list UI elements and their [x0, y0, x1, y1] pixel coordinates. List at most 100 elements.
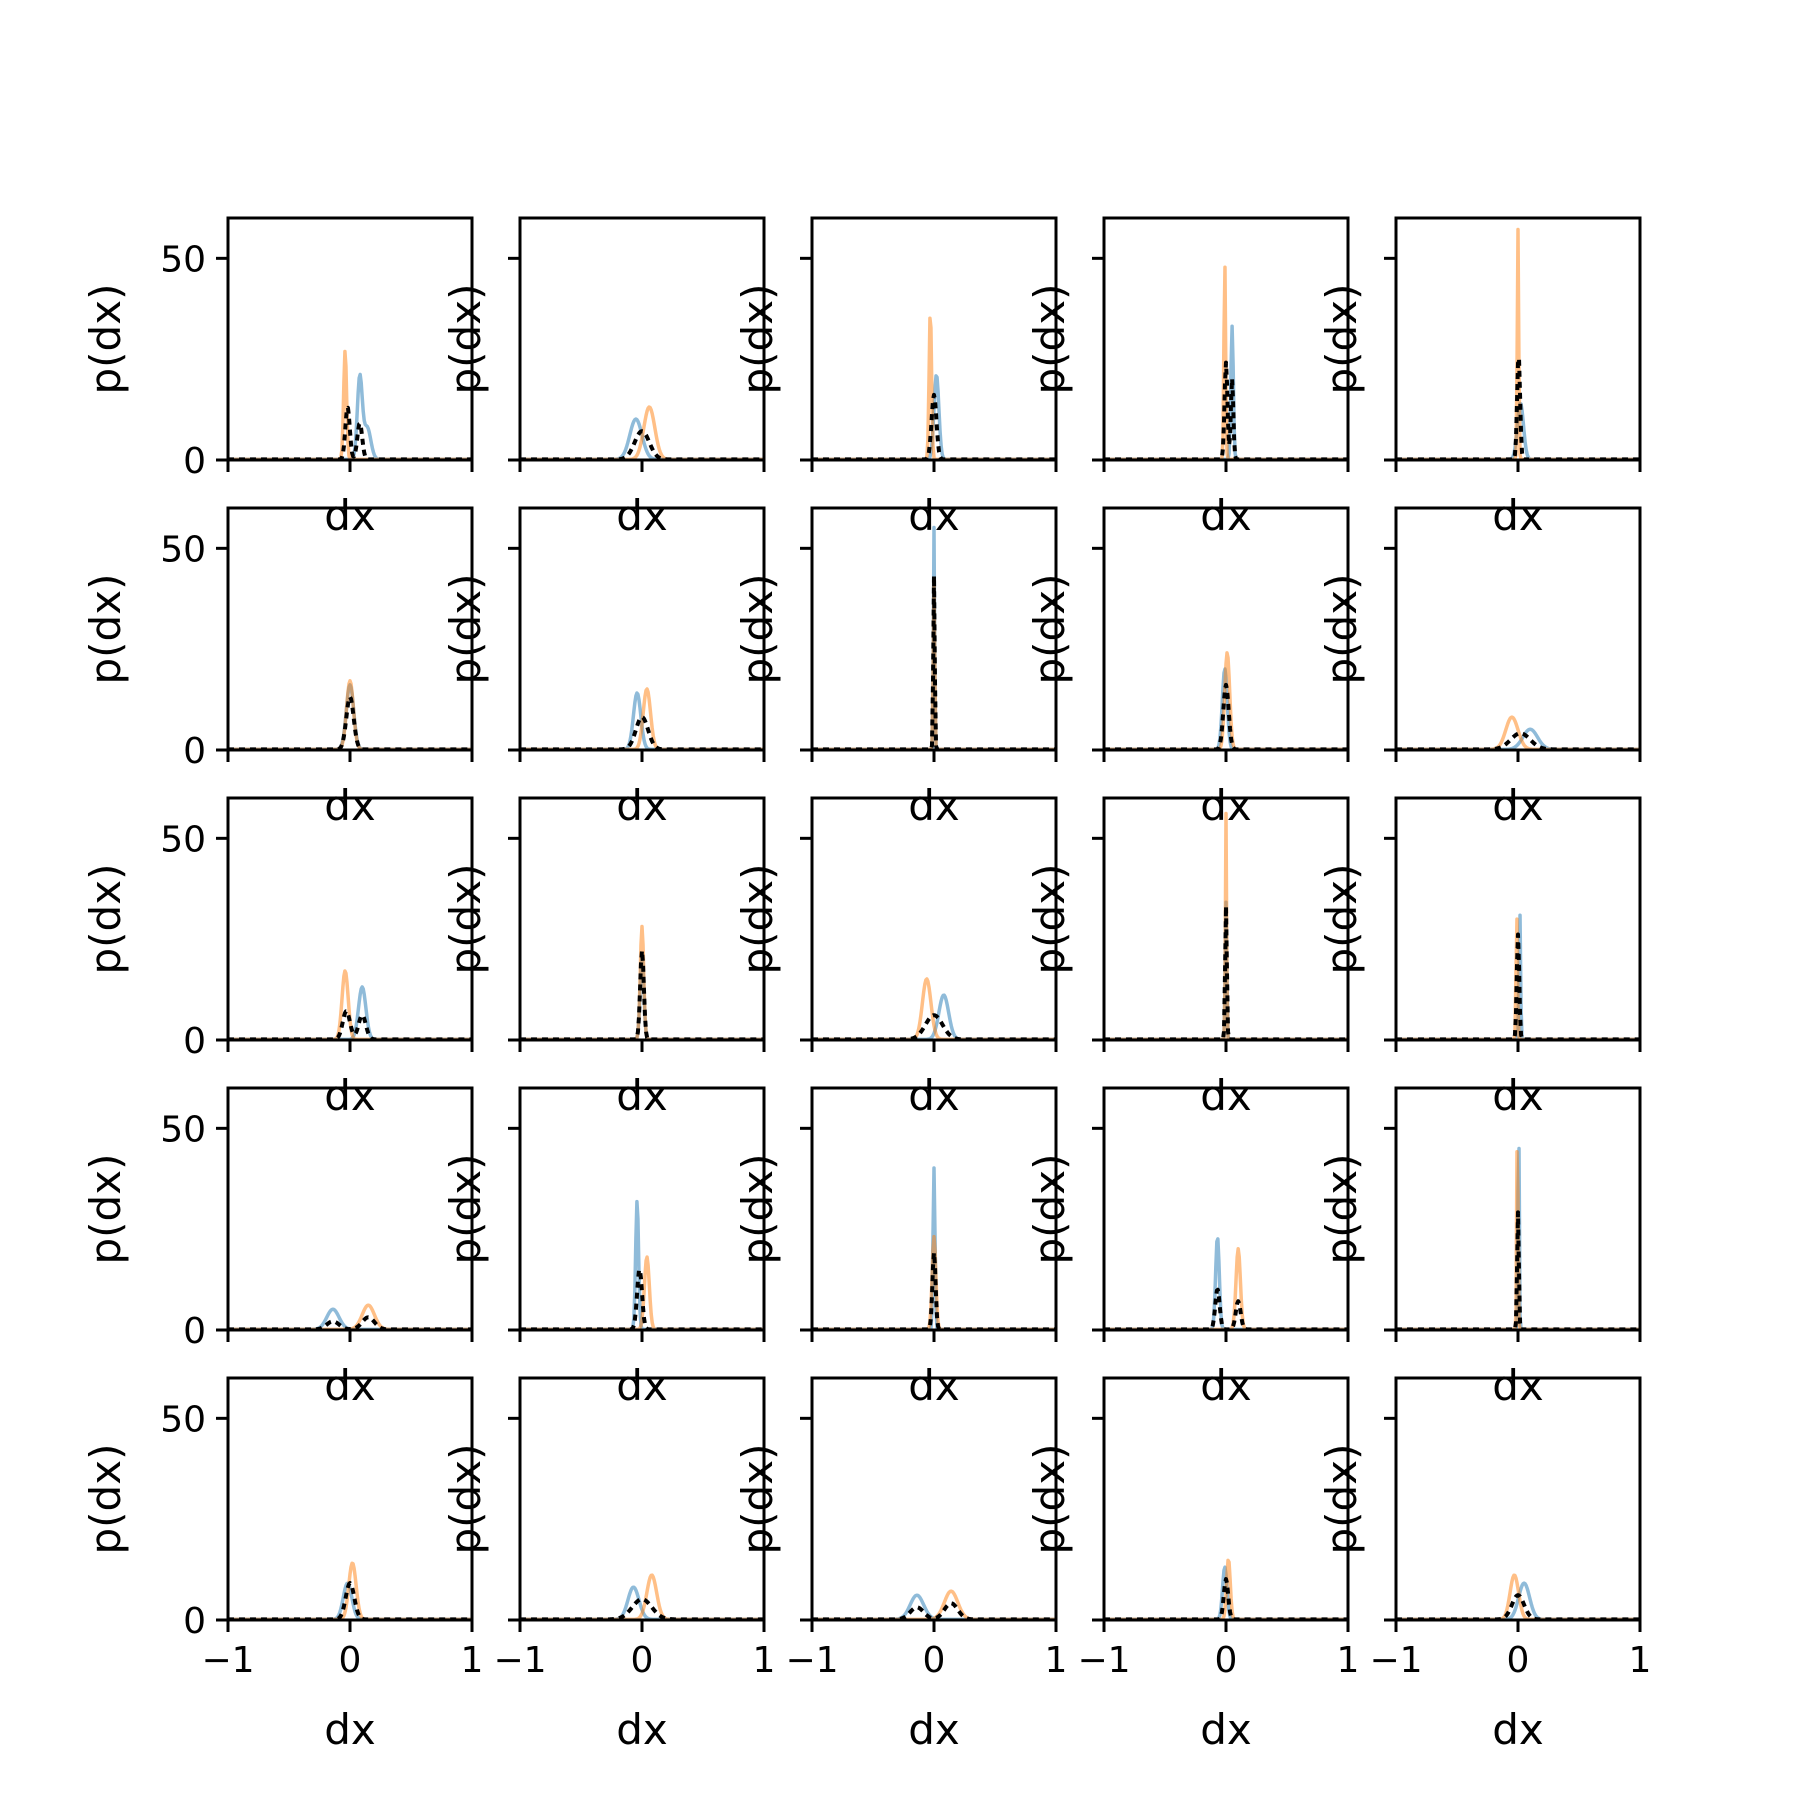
subplot-r5-c5: −1 0 1 dx p(dx) — [1317, 1376, 1652, 1754]
black-dashed-series-line — [1103, 682, 1349, 752]
x-axis-label: dx — [908, 1361, 960, 1410]
black-dashed-series-line — [811, 392, 1057, 462]
y-tick-label: 50 — [160, 239, 206, 280]
x-axis-label: dx — [616, 1071, 668, 1120]
x-tick-label: −1 — [1077, 1640, 1130, 1681]
x-axis-label: dx — [1200, 1071, 1252, 1120]
subplot-r1-c5: dx p(dx) — [1317, 216, 1642, 540]
black-dashed-series-line — [1395, 1593, 1641, 1622]
y-axis-label: p(dx) — [1317, 1444, 1366, 1555]
y-tick-label: 50 — [160, 1399, 206, 1440]
y-axis-label: p(dx) — [1025, 1154, 1074, 1265]
x-tick-label: 1 — [461, 1640, 484, 1681]
y-axis-label: p(dx) — [1025, 1444, 1074, 1555]
y-tick-label: 0 — [183, 441, 206, 482]
y-axis-label: p(dx) — [733, 1154, 782, 1265]
x-axis-label: dx — [324, 1071, 376, 1120]
x-axis-label: dx — [1492, 1361, 1544, 1410]
y-axis-label: p(dx) — [81, 1444, 130, 1555]
y-tick-label: 0 — [183, 1311, 206, 1352]
x-axis-label: dx — [1492, 781, 1544, 830]
y-tick-label: 0 — [183, 1601, 206, 1642]
x-tick-label: −1 — [1369, 1640, 1422, 1681]
x-tick-label: 0 — [631, 1640, 654, 1681]
y-axis-label: p(dx) — [1317, 864, 1366, 975]
x-axis-label: dx — [1492, 491, 1544, 540]
y-axis-label: p(dx) — [1317, 284, 1366, 395]
subplot-r3-c4: dx p(dx) — [1025, 796, 1350, 1120]
black-dashed-series-line — [1103, 360, 1349, 462]
y-axis-label: p(dx) — [441, 1444, 490, 1555]
x-axis-label: dx — [1492, 1705, 1544, 1754]
y-tick-label: 50 — [160, 1109, 206, 1150]
subplot-r2-c4: dxp(dx) — [1025, 506, 1350, 830]
subplot-r3-c1: 0 50 dx p(dx) — [81, 796, 474, 1120]
x-tick-label: −1 — [201, 1640, 254, 1681]
x-axis-label: dx — [616, 1705, 668, 1754]
x-axis-label: dx — [616, 491, 668, 540]
y-tick-label: 0 — [183, 1021, 206, 1062]
x-tick-label: 1 — [1337, 1640, 1360, 1681]
x-axis-label: dx — [616, 1361, 668, 1410]
y-axis-label: p(dx) — [81, 574, 130, 685]
x-axis-label: dx — [1200, 1705, 1252, 1754]
subplot-r4-c5: dx p(dx) — [1317, 1086, 1642, 1410]
subplot-r1-c4: dx p(dx) — [1025, 216, 1350, 540]
subplot-r1-c2: dx p(dx) — [441, 216, 766, 540]
y-axis-label: p(dx) — [441, 1154, 490, 1265]
x-tick-label: 0 — [1215, 1640, 1238, 1681]
y-tick-label: 50 — [160, 529, 206, 570]
x-axis-label: dx — [908, 1705, 960, 1754]
subplot-r2-c3: dx p(dx) — [733, 506, 1058, 830]
subplot-r4-c1: 0 50 dx p(dx) — [81, 1086, 474, 1410]
subplot-r4-c3: dx p(dx) — [733, 1086, 1058, 1410]
subplot-r4-c4: dx p(dx) — [1025, 1086, 1350, 1410]
subplot-r3-c3: dx p(dx) — [733, 796, 1058, 1120]
x-axis-label: dx — [324, 491, 376, 540]
subplot-r4-c2: dx p(dx) — [441, 1086, 766, 1410]
x-axis-label: dx — [324, 1361, 376, 1410]
subplot-r5-c2: −1 0 1 dx p(dx) — [441, 1376, 775, 1754]
x-axis-label: dx — [908, 1071, 960, 1120]
y-axis-label: p(dx) — [1025, 284, 1074, 395]
subplot-r5-c4: −1 0 1 dx p(dx) — [1025, 1376, 1360, 1754]
subplot-r1-c1: 0 50 dx p(dx) — [81, 216, 474, 540]
black-dashed-series-line — [1395, 356, 1641, 462]
x-axis-label: dx — [1200, 1361, 1252, 1410]
y-axis-label: p(dx) — [733, 284, 782, 395]
subplot-r3-c2: dx p(dx) — [441, 796, 766, 1120]
y-axis-label: p(dx) — [733, 574, 782, 685]
y-axis-label: p(dx) — [81, 284, 130, 395]
x-tick-label: 0 — [339, 1640, 362, 1681]
x-tick-label: 1 — [1045, 1640, 1068, 1681]
y-axis-label: p(dx) — [81, 1154, 130, 1265]
x-axis-label: dx — [324, 1705, 376, 1754]
x-axis-label: dx — [616, 781, 668, 830]
black-dashed-series-line — [1103, 1577, 1349, 1622]
y-axis-label: p(dx) — [81, 864, 130, 975]
subplot-r2-c5: dx p(dx) — [1317, 506, 1642, 830]
subplot-grid: 050dxp(dx)dxp(dx)dxp(dx)dxp(dx)dxp(dx)05… — [81, 216, 1652, 1754]
y-axis-label: p(dx) — [733, 864, 782, 975]
y-axis-label: p(dx) — [441, 284, 490, 395]
y-axis-label: p(dx) — [1025, 864, 1074, 975]
y-axis-label: p(dx) — [1025, 574, 1074, 685]
x-tick-label: 0 — [1507, 1640, 1530, 1681]
subplot-r2-c2: dx p(dx) — [441, 506, 766, 830]
subplot-r2-c1: 0 50 dx p(dx) — [81, 506, 474, 830]
y-axis-label: p(dx) — [441, 574, 490, 685]
x-axis-label: dx — [908, 781, 960, 830]
x-axis-label: dx — [324, 781, 376, 830]
x-axis-label: dx — [1200, 491, 1252, 540]
y-axis-label: p(dx) — [1317, 1154, 1366, 1265]
y-tick-label: 0 — [183, 731, 206, 772]
black-dashed-series-line — [227, 405, 473, 462]
y-axis-label: p(dx) — [1317, 574, 1366, 685]
x-tick-label: −1 — [785, 1640, 838, 1681]
subplot-r3-c5: dx p(dx) — [1317, 796, 1642, 1120]
x-tick-label: 1 — [1629, 1640, 1652, 1681]
y-axis-label: p(dx) — [441, 864, 490, 975]
